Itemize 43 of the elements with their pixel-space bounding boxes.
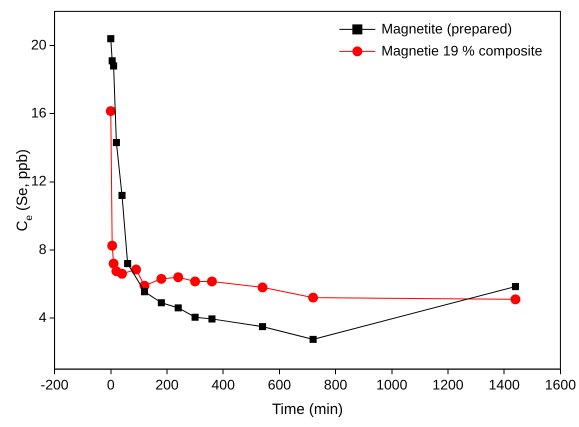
point: [208, 315, 216, 322]
legend-label: Magnetie 19 % composite: [381, 42, 543, 58]
point: [107, 35, 114, 42]
point: [173, 272, 184, 282]
y-tick-label: 20: [30, 36, 47, 52]
x-tick-label: 1600: [544, 376, 576, 392]
x-tick-label: 1400: [488, 376, 520, 392]
y-tick-label: 16: [30, 104, 47, 120]
point: [190, 276, 200, 286]
point: [308, 292, 318, 303]
x-tick-label: 0: [106, 376, 115, 392]
point: [510, 294, 520, 304]
point: [206, 276, 217, 286]
y-tick-label: 12: [30, 172, 47, 189]
y-tick-label: 8: [38, 240, 47, 257]
point: [258, 282, 268, 292]
point: [108, 258, 119, 269]
point: [140, 288, 148, 296]
point: [110, 62, 118, 70]
point: [112, 139, 120, 146]
point: [174, 304, 182, 312]
x-tick-label: 1200: [432, 376, 464, 392]
point: [131, 264, 142, 275]
point: [118, 192, 126, 199]
point: [124, 260, 132, 268]
legend-label: Magnetite (prepared): [381, 20, 512, 36]
point: [192, 314, 199, 321]
point: [259, 323, 266, 330]
point: [512, 283, 519, 290]
x-tick-label: 1000: [376, 376, 408, 392]
x-axis-title: Time (min): [272, 401, 344, 418]
point: [117, 268, 128, 279]
point: [158, 299, 165, 306]
x-tick-label: -200: [40, 376, 69, 392]
point: [310, 336, 317, 343]
point: [156, 274, 166, 284]
x-tick-label: 400: [212, 376, 236, 392]
x-tick-label: 600: [268, 376, 292, 392]
y-tick-label: 4: [38, 308, 47, 325]
point: [106, 106, 116, 116]
x-tick-label: 800: [324, 376, 348, 392]
point: [107, 240, 118, 251]
x-tick-label: 200: [155, 376, 179, 392]
